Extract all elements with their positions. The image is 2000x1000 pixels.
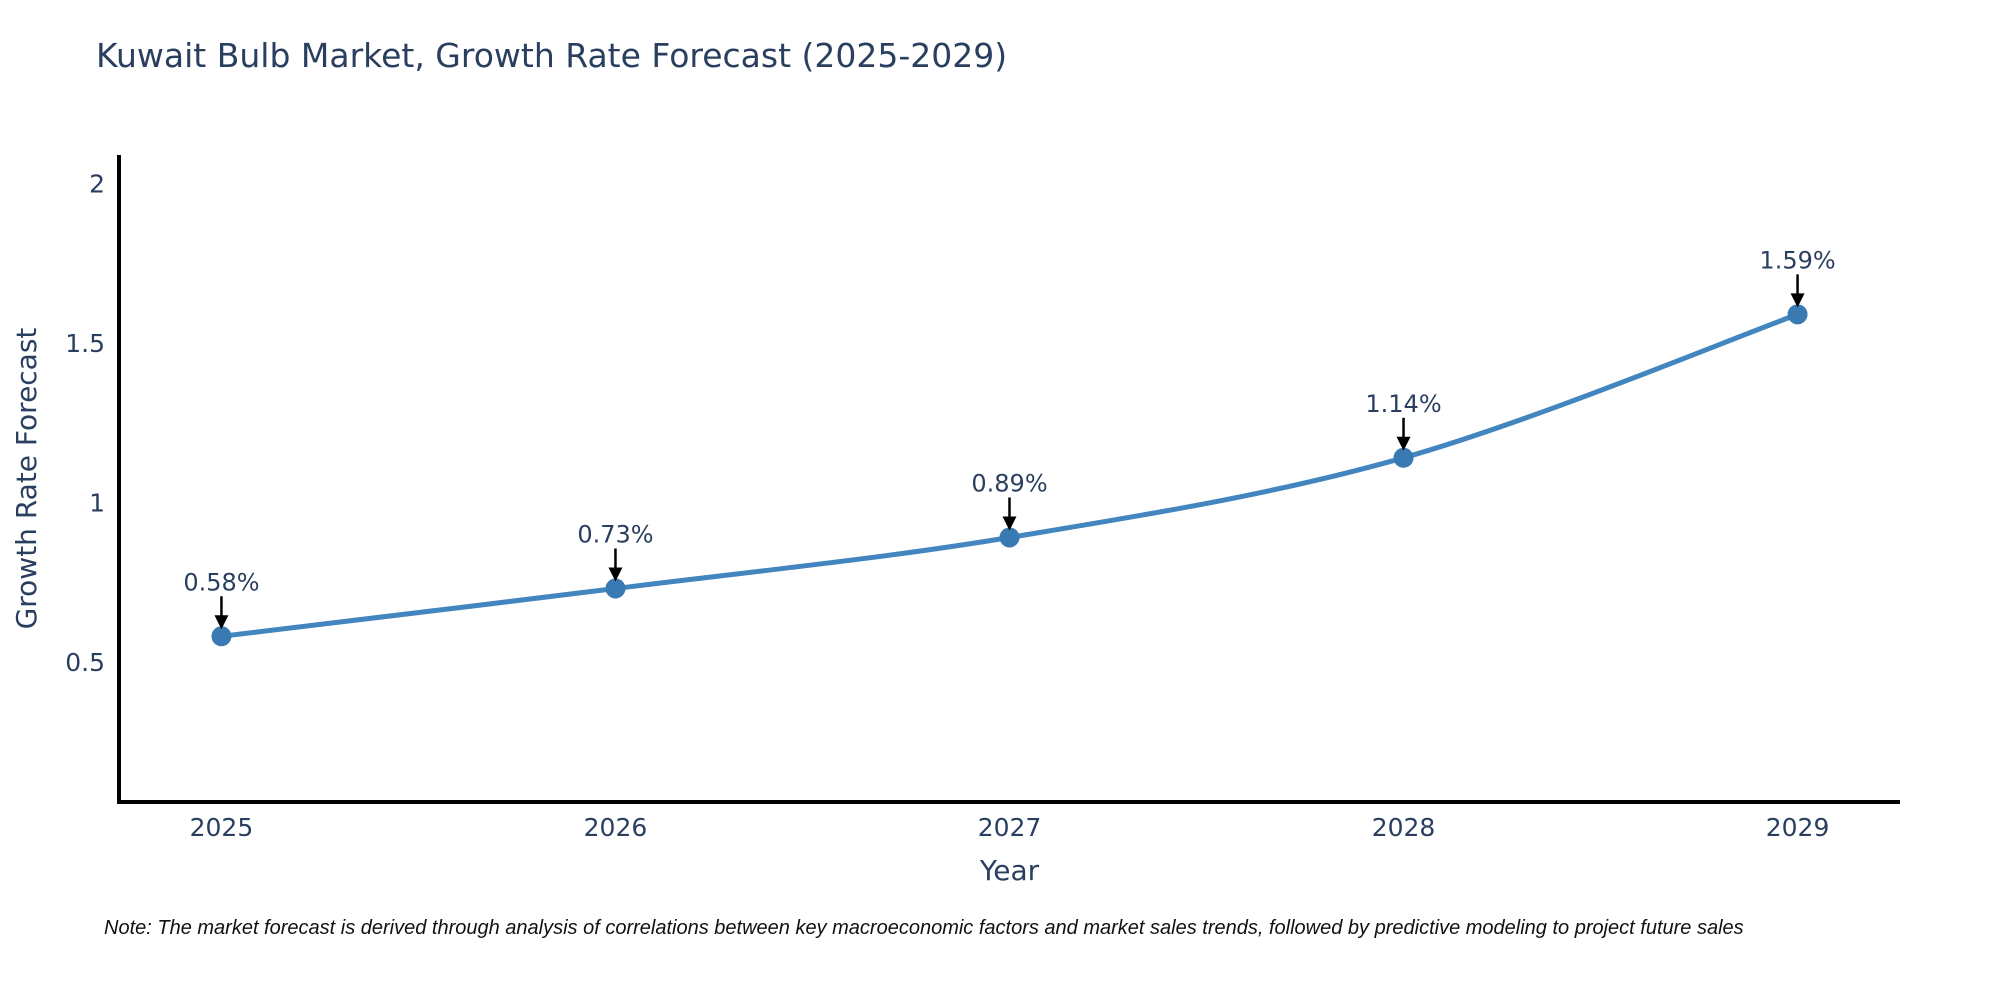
x-axis-title: Year: [979, 854, 1040, 887]
annotation-label-2027: 0.89%: [971, 469, 1047, 497]
annotation-arrowhead-2027: [1002, 516, 1017, 531]
annotation-arrowhead-2028: [1396, 436, 1411, 451]
annotation-arrowhead-2025: [214, 615, 229, 630]
x-tick-label: 2029: [1766, 813, 1830, 842]
x-tick-label: 2026: [584, 813, 648, 842]
annotation-arrowhead-2029: [1790, 293, 1805, 308]
chart-title: Kuwait Bulb Market, Growth Rate Forecast…: [96, 36, 1008, 75]
data-point-2026[interactable]: [605, 578, 626, 599]
chart-footnote: Note: The market forecast is derived thr…: [104, 917, 1744, 939]
x-tick-label: 2025: [190, 813, 254, 842]
y-tick-label: 1: [89, 488, 105, 517]
x-tick-label: 2028: [1372, 813, 1436, 842]
y-tick-label: 2: [89, 170, 105, 199]
annotation-label-2026: 0.73%: [577, 520, 653, 548]
data-point-2028[interactable]: [1393, 447, 1414, 468]
y-tick-label: 0.5: [65, 648, 105, 677]
y-axis-title: Growth Rate Forecast: [10, 328, 43, 630]
data-point-2025[interactable]: [211, 626, 232, 647]
x-tick-label: 2027: [978, 813, 1042, 842]
data-point-2027[interactable]: [999, 527, 1020, 548]
annotation-label-2029: 1.59%: [1759, 246, 1835, 274]
annotation-arrowhead-2026: [608, 567, 623, 582]
annotation-label-2025: 0.58%: [183, 568, 259, 596]
data-point-2029[interactable]: [1787, 304, 1808, 325]
y-tick-label: 1.5: [65, 329, 105, 358]
annotation-label-2028: 1.14%: [1365, 390, 1441, 418]
